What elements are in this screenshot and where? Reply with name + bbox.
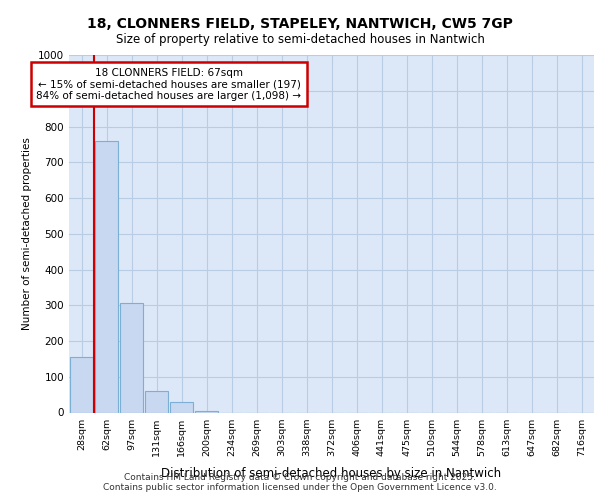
X-axis label: Distribution of semi-detached houses by size in Nantwich: Distribution of semi-detached houses by …: [161, 467, 502, 480]
Bar: [95, 141, 118, 412]
Bar: [119, 304, 143, 412]
Text: Size of property relative to semi-detached houses in Nantwich: Size of property relative to semi-detach…: [116, 32, 484, 46]
Bar: [145, 391, 169, 412]
Text: Contains HM Land Registry data © Crown copyright and database right 2025.
Contai: Contains HM Land Registry data © Crown c…: [103, 473, 497, 492]
Bar: [170, 402, 193, 412]
Text: 18, CLONNERS FIELD, STAPELEY, NANTWICH, CW5 7GP: 18, CLONNERS FIELD, STAPELEY, NANTWICH, …: [87, 18, 513, 32]
Bar: [194, 410, 218, 412]
Text: 18 CLONNERS FIELD: 67sqm
← 15% of semi-detached houses are smaller (197)
84% of : 18 CLONNERS FIELD: 67sqm ← 15% of semi-d…: [37, 68, 302, 100]
Y-axis label: Number of semi-detached properties: Number of semi-detached properties: [22, 138, 32, 330]
Bar: [70, 357, 94, 412]
